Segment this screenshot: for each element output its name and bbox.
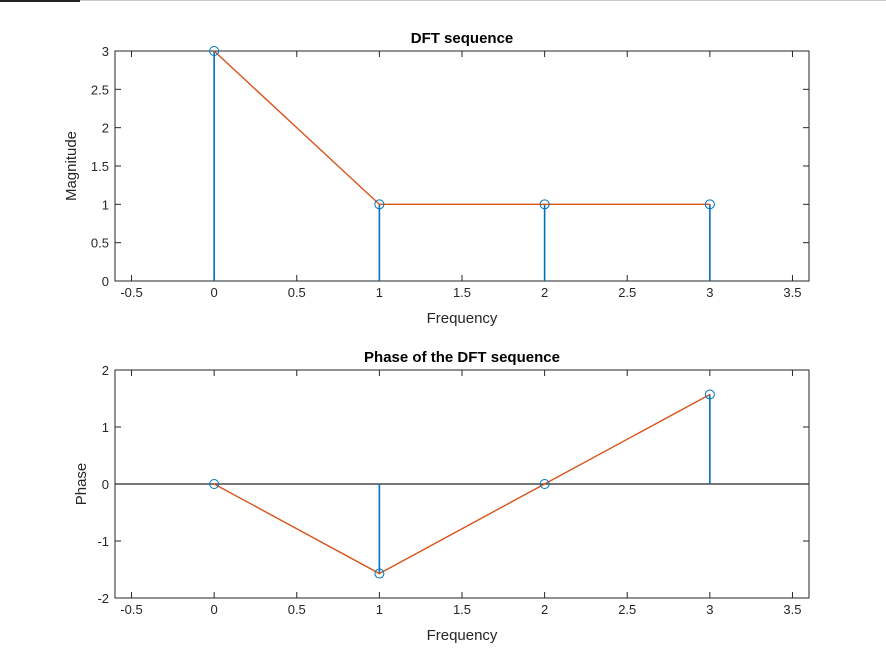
phase-plot: -0.5 0 0.5 1 1.5 2 2.5 3 3.5 -2 -1 0 1 2 Phase of the … [73, 349, 810, 644]
y-tick-label: -1 [97, 534, 109, 549]
y-tick-label: 2 [102, 121, 109, 136]
x-tick-label: 0 [211, 285, 218, 300]
x-axis-label: Frequency [427, 627, 498, 644]
stem-marker [704, 389, 715, 400]
stem-marker [539, 199, 550, 210]
x-tick-label: 1.5 [453, 285, 471, 300]
stem-marker [209, 46, 220, 56]
stem-marker [209, 479, 220, 489]
y-tick-label: 0 [102, 274, 109, 289]
x-tick-label: 2 [541, 285, 548, 300]
series-line [213, 50, 710, 206]
y-tick-label: 2 [102, 363, 109, 378]
stem-marker [374, 568, 385, 579]
x-tick-label: 1 [376, 285, 383, 300]
x-tick-label: 0.5 [288, 285, 306, 300]
y-tick-label: 1 [102, 197, 109, 212]
y-tick-label: 3 [102, 44, 109, 59]
chart-title: Phase of the DFT sequence [364, 349, 560, 366]
y-tick-label: 1.5 [91, 159, 109, 174]
x-tick-label: 3.5 [783, 602, 801, 617]
x-tick-label: 0.5 [288, 602, 306, 617]
y-tick-label: 0.5 [91, 236, 109, 251]
x-tick-label: 2.5 [618, 602, 636, 617]
x-tick-label: -0.5 [120, 602, 142, 617]
x-tick-label: 1.5 [453, 602, 471, 617]
magnitude-plot: -0.5 0 0.5 1 1.5 2 2.5 3 3.5 0 0.5 1 1.5 2 2.5 3 DFT seq… [63, 30, 810, 327]
y-tick-label: -2 [97, 591, 109, 606]
chart-title: DFT sequence [411, 30, 514, 47]
y-tick-label: 2.5 [91, 82, 109, 97]
x-tick-label: 1 [376, 602, 383, 617]
window-top-accent [0, 0, 80, 2]
series-line [213, 393, 711, 575]
stem-marker [704, 199, 715, 210]
y-tick-label: 0 [102, 477, 109, 492]
x-tick-label: 3 [706, 285, 713, 300]
stem-marker [539, 479, 550, 489]
axes-box [114, 50, 810, 282]
x-tick-label: 3 [706, 602, 713, 617]
y-axis-label: Magnitude [63, 131, 80, 201]
x-tick-label: 2 [541, 602, 548, 617]
x-tick-label: 0 [211, 602, 218, 617]
x-axis-label: Frequency [427, 310, 498, 327]
x-tick-label: -0.5 [120, 285, 142, 300]
stem-marker [374, 199, 385, 210]
window-top-border [0, 0, 886, 1]
x-tick-label: 3.5 [783, 285, 801, 300]
x-tick-label: 2.5 [618, 285, 636, 300]
y-axis-label: Phase [73, 463, 90, 506]
y-tick-label: 1 [102, 420, 109, 435]
